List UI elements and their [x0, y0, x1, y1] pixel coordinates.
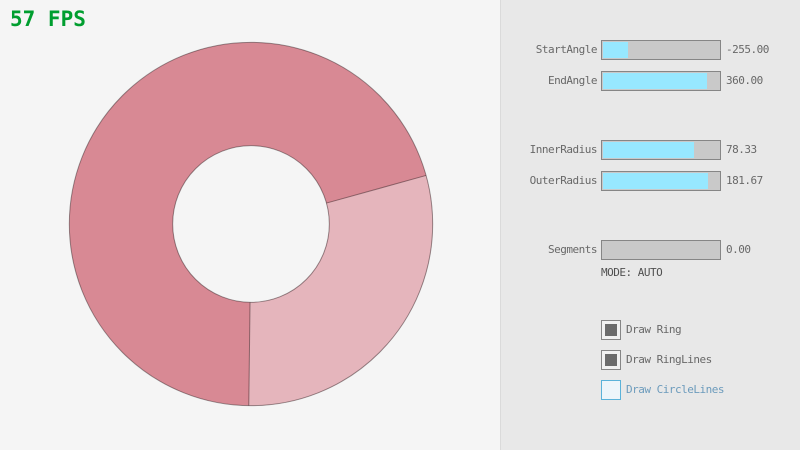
draw-ringlines-row: Draw RingLines — [501, 350, 800, 370]
checkmark-icon — [605, 324, 617, 336]
draw-ring-checkbox[interactable] — [601, 320, 621, 340]
end-angle-value: 360.00 — [726, 74, 763, 87]
outer-radius-slider-fill — [603, 173, 709, 189]
outer-radius-slider[interactable] — [601, 171, 721, 191]
ring-start-angle-line — [248, 302, 251, 406]
segments-row: Segments 0.00 — [501, 240, 800, 260]
outer-radius-value: 181.67 — [726, 174, 763, 187]
inner-radius-slider-fill — [603, 142, 694, 158]
inner-radius-value: 78.33 — [726, 143, 757, 156]
outer-radius-label: OuterRadius — [529, 174, 598, 187]
start-angle-slider-fill — [603, 42, 629, 58]
draw-circlelines-label: Draw CircleLines — [626, 383, 724, 396]
draw-ringlines-checkbox[interactable] — [601, 350, 621, 370]
draw-ring-row: Draw Ring — [501, 320, 800, 340]
ring-inner-line — [172, 145, 330, 303]
inner-radius-label: InnerRadius — [529, 143, 598, 156]
controls-panel: StartAngle -255.00 EndAngle 360.00 Inner… — [500, 0, 800, 450]
segments-mode-text: MODE: AUTO — [601, 266, 663, 279]
draw-ring-label: Draw Ring — [626, 323, 682, 336]
inner-radius-row: InnerRadius 78.33 — [501, 140, 800, 160]
checkmark-icon — [605, 354, 617, 366]
segments-value: 0.00 — [726, 243, 751, 256]
end-angle-slider-fill — [603, 73, 708, 89]
ring-overlap-sector — [248, 175, 433, 406]
start-angle-slider[interactable] — [601, 40, 721, 60]
draw-circlelines-checkbox[interactable] — [601, 380, 621, 400]
draw-ringlines-label: Draw RingLines — [626, 353, 712, 366]
outer-radius-row: OuterRadius 181.67 — [501, 171, 800, 191]
start-angle-value: -255.00 — [726, 43, 769, 56]
fps-counter: 57 FPS — [10, 7, 86, 31]
end-angle-slider[interactable] — [601, 71, 721, 91]
segments-label: Segments — [548, 243, 597, 256]
start-angle-label: StartAngle — [535, 43, 598, 56]
segments-slider[interactable] — [601, 240, 721, 260]
ring-end-angle-line — [326, 174, 427, 204]
end-angle-row: EndAngle 360.00 — [501, 71, 800, 91]
inner-radius-slider[interactable] — [601, 140, 721, 160]
start-angle-row: StartAngle -255.00 — [501, 40, 800, 60]
draw-circlelines-row: Draw CircleLines — [501, 380, 800, 400]
end-angle-label: EndAngle — [548, 74, 597, 87]
ring-outer-line — [68, 41, 434, 407]
